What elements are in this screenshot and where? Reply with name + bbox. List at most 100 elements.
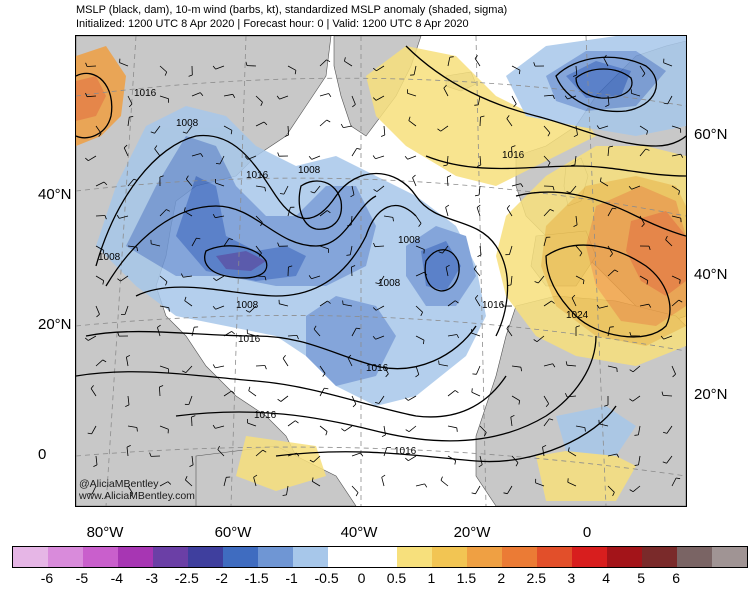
colorbar-swatch bbox=[467, 547, 503, 567]
wind-barb-flag bbox=[629, 369, 634, 373]
wind-barb-flag bbox=[445, 204, 450, 208]
wind-barb-flag bbox=[185, 175, 189, 180]
wind-barb bbox=[447, 57, 451, 67]
wind-barb bbox=[319, 245, 329, 250]
wind-barb-flag bbox=[125, 404, 130, 407]
wind-barb-flag bbox=[93, 464, 98, 467]
wind-barb-flag bbox=[474, 55, 478, 59]
wind-barb bbox=[249, 305, 257, 313]
wind-barb bbox=[476, 365, 481, 375]
wind-barb-flag bbox=[372, 307, 377, 311]
wind-barb-flag bbox=[346, 254, 351, 256]
wind-barb-flag bbox=[129, 116, 134, 118]
wind-barb-flag bbox=[663, 102, 668, 105]
wind-barb-flag bbox=[87, 432, 92, 435]
wind-barb-flag bbox=[126, 354, 131, 358]
credit-handle: @AliciaMBentley bbox=[79, 478, 159, 490]
wind-barb-flag bbox=[533, 62, 536, 67]
wind-barb bbox=[311, 155, 321, 160]
wind-barb bbox=[607, 327, 611, 337]
wind-barb bbox=[568, 450, 577, 457]
isobar-label: 1008 bbox=[236, 300, 259, 311]
colorbar-swatch bbox=[327, 547, 363, 567]
wind-barb-flag bbox=[350, 194, 355, 198]
wind-barb-flag bbox=[642, 73, 646, 77]
wind-barb bbox=[88, 155, 97, 162]
wind-barb bbox=[599, 423, 609, 427]
wind-barb-flag bbox=[646, 130, 648, 135]
wind-barb-flag bbox=[232, 94, 236, 98]
wind-barb bbox=[543, 125, 551, 134]
wind-barb-flag bbox=[501, 302, 504, 307]
wind-barb-flag bbox=[662, 431, 668, 434]
wind-barb bbox=[287, 335, 298, 337]
isobar-label: 1016 bbox=[134, 88, 157, 99]
wind-barb-flag bbox=[356, 148, 361, 150]
wind-barb-flag bbox=[117, 332, 120, 337]
wind-barb bbox=[479, 245, 482, 255]
wind-barb bbox=[247, 333, 257, 337]
wind-barb bbox=[191, 416, 193, 427]
lat-label-40n-left: 40°N bbox=[38, 186, 72, 203]
wind-barb bbox=[567, 95, 577, 100]
wind-barb-flag bbox=[133, 178, 138, 181]
wind-barb bbox=[279, 95, 289, 100]
wind-barb-flag bbox=[415, 374, 420, 378]
wind-barb-flag bbox=[104, 215, 107, 220]
lon-label-0: 0 bbox=[582, 524, 592, 541]
wind-barb-flag bbox=[660, 335, 664, 340]
wind-barb bbox=[607, 485, 615, 493]
colorbar-swatch bbox=[607, 547, 643, 567]
wind-barb bbox=[607, 146, 610, 157]
wind-barb-flag bbox=[584, 427, 586, 432]
wind-barb-flag bbox=[196, 237, 201, 240]
wind-barb bbox=[543, 395, 550, 404]
wind-barb-flag bbox=[347, 224, 352, 227]
wind-barb-flag bbox=[351, 265, 356, 268]
wind-barb bbox=[154, 148, 161, 157]
wind-barb-flag bbox=[573, 224, 578, 227]
wind-barb-flag bbox=[645, 148, 650, 151]
wind-barb-flag bbox=[344, 57, 346, 62]
wind-barb bbox=[473, 268, 481, 277]
wind-barb bbox=[217, 449, 225, 457]
wind-barb bbox=[215, 305, 225, 310]
wind-barb bbox=[124, 305, 129, 315]
wind-barb bbox=[159, 481, 169, 487]
wind-barb-flag bbox=[678, 190, 680, 195]
wind-barb-flag bbox=[599, 177, 602, 182]
wind-barb bbox=[255, 275, 266, 277]
wind-barb bbox=[440, 479, 449, 487]
wind-barb bbox=[311, 275, 321, 280]
wind-barb-flag bbox=[471, 388, 473, 393]
wind-barb-flag bbox=[471, 492, 476, 495]
wind-barb bbox=[667, 95, 673, 105]
wind-barb-flag bbox=[582, 280, 585, 285]
wind-barb bbox=[407, 92, 417, 97]
wind-barb bbox=[671, 477, 677, 487]
colorbar-tick-label: 0 bbox=[357, 570, 366, 586]
wind-barb-flag bbox=[260, 102, 263, 106]
wind-barb bbox=[383, 365, 389, 374]
wind-barb-flag bbox=[373, 67, 377, 72]
wind-barb bbox=[671, 185, 680, 192]
wind-barb bbox=[119, 62, 129, 67]
lat-label-20n-right: 20°N bbox=[694, 386, 728, 403]
wind-barb bbox=[287, 65, 297, 71]
wind-barb-flag bbox=[164, 71, 168, 76]
wind-barb bbox=[666, 455, 673, 464]
wind-barb bbox=[631, 93, 641, 97]
wind-barb-flag bbox=[648, 303, 652, 308]
wind-barb-flag bbox=[90, 385, 94, 389]
colorbar-swatch bbox=[257, 547, 293, 567]
wind-barb-flag bbox=[443, 164, 448, 167]
wind-barb bbox=[415, 483, 425, 487]
wind-barb bbox=[567, 481, 577, 487]
colorbar bbox=[12, 546, 748, 568]
wind-barb bbox=[413, 65, 417, 75]
wind-barb-flag bbox=[128, 103, 133, 108]
wind-barb bbox=[511, 183, 521, 187]
wind-barb-flag bbox=[552, 363, 556, 368]
wind-barb-flag bbox=[342, 300, 344, 305]
isobar-label: 1024 bbox=[566, 310, 589, 321]
